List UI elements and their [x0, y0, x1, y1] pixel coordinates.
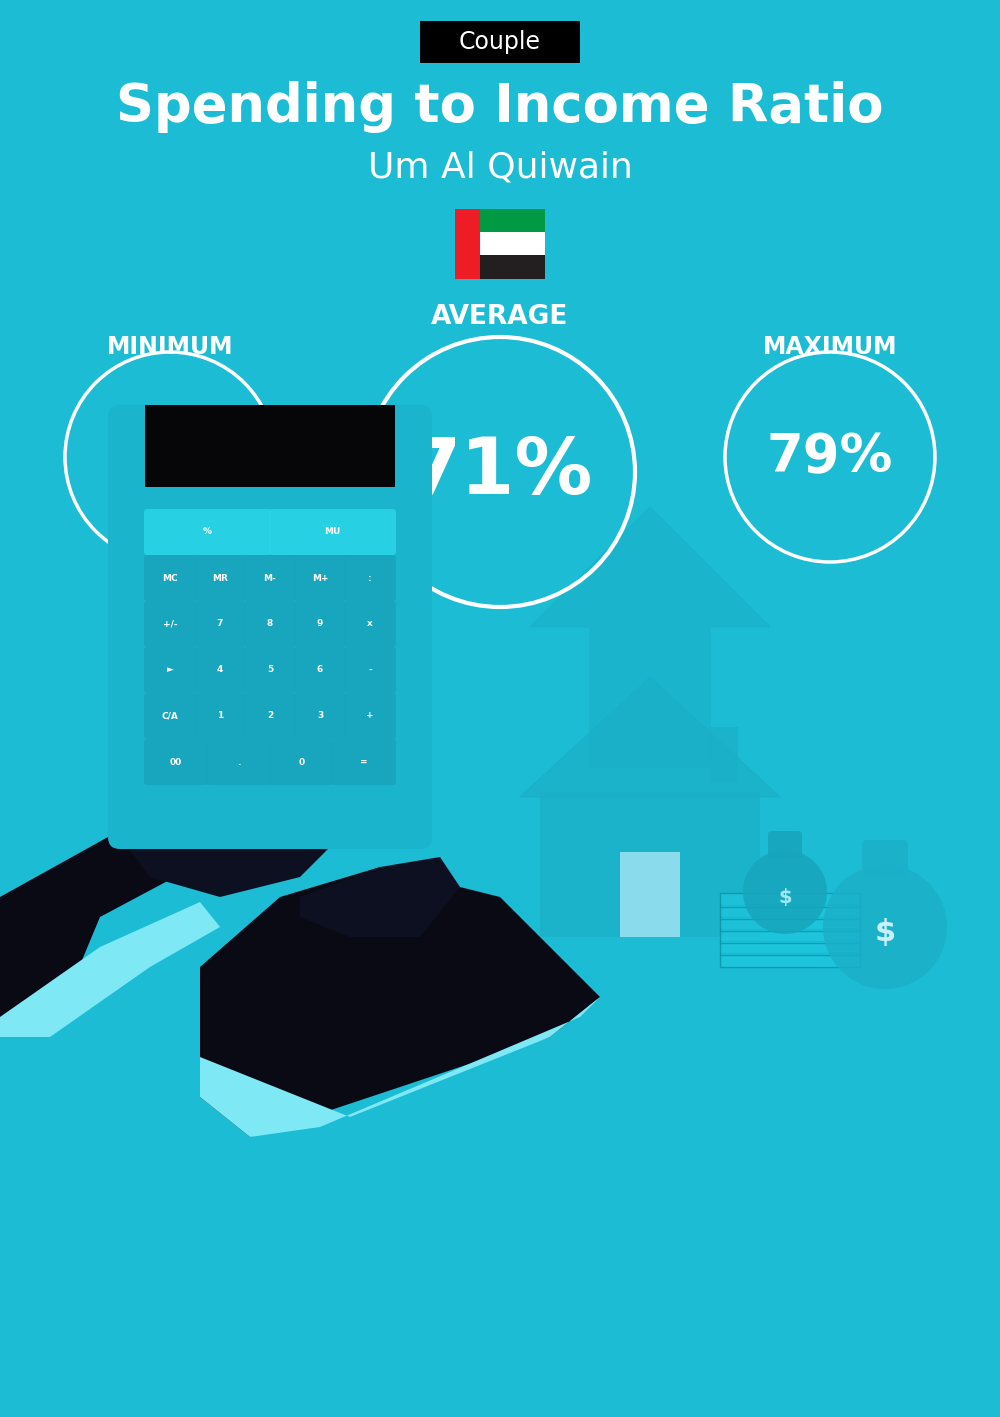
Text: AVERAGE: AVERAGE	[431, 305, 569, 330]
FancyBboxPatch shape	[108, 405, 432, 849]
FancyBboxPatch shape	[344, 693, 396, 740]
Text: %: %	[203, 527, 212, 537]
FancyBboxPatch shape	[455, 255, 545, 279]
Text: M-: M-	[264, 574, 276, 582]
FancyBboxPatch shape	[194, 648, 246, 693]
FancyBboxPatch shape	[768, 830, 802, 859]
FancyBboxPatch shape	[720, 930, 860, 942]
FancyBboxPatch shape	[194, 555, 246, 601]
Polygon shape	[300, 857, 460, 937]
FancyBboxPatch shape	[332, 740, 396, 785]
Text: 9: 9	[317, 619, 323, 629]
Text: MC: MC	[162, 574, 178, 582]
Text: ►: ►	[167, 666, 173, 674]
Text: M+: M+	[312, 574, 328, 582]
FancyBboxPatch shape	[540, 792, 760, 937]
FancyBboxPatch shape	[344, 601, 396, 648]
Polygon shape	[520, 677, 780, 796]
Text: 8: 8	[267, 619, 273, 629]
Text: Spending to Income Ratio: Spending to Income Ratio	[116, 81, 884, 133]
FancyBboxPatch shape	[720, 941, 860, 955]
Text: +/-: +/-	[163, 619, 177, 629]
FancyBboxPatch shape	[244, 693, 296, 740]
FancyBboxPatch shape	[344, 555, 396, 601]
FancyBboxPatch shape	[144, 693, 196, 740]
Text: .: .	[237, 758, 240, 767]
Polygon shape	[530, 507, 770, 767]
FancyBboxPatch shape	[720, 905, 860, 920]
FancyBboxPatch shape	[145, 405, 395, 487]
FancyBboxPatch shape	[244, 601, 296, 648]
Polygon shape	[0, 767, 320, 1037]
FancyBboxPatch shape	[455, 232, 545, 255]
Polygon shape	[0, 903, 220, 1037]
Text: MINIMUM: MINIMUM	[107, 334, 233, 359]
FancyBboxPatch shape	[862, 840, 908, 879]
FancyBboxPatch shape	[207, 740, 271, 785]
Text: 1: 1	[217, 711, 223, 720]
Polygon shape	[120, 767, 340, 897]
Polygon shape	[200, 867, 600, 1136]
Text: x: x	[367, 619, 373, 629]
FancyBboxPatch shape	[144, 648, 196, 693]
FancyBboxPatch shape	[269, 509, 396, 555]
Text: $: $	[778, 887, 792, 907]
Text: MR: MR	[212, 574, 228, 582]
Text: 0: 0	[298, 758, 304, 767]
FancyBboxPatch shape	[144, 740, 208, 785]
FancyBboxPatch shape	[344, 648, 396, 693]
Text: 4: 4	[217, 666, 223, 674]
FancyBboxPatch shape	[144, 601, 196, 648]
FancyBboxPatch shape	[720, 893, 860, 907]
Text: 3: 3	[317, 711, 323, 720]
Text: -: -	[368, 666, 372, 674]
Text: =: =	[360, 758, 368, 767]
FancyBboxPatch shape	[294, 555, 346, 601]
Text: C/A: C/A	[162, 711, 178, 720]
FancyBboxPatch shape	[294, 693, 346, 740]
FancyBboxPatch shape	[244, 555, 296, 601]
FancyBboxPatch shape	[420, 21, 580, 62]
Text: 71%: 71%	[407, 434, 593, 510]
FancyBboxPatch shape	[710, 727, 738, 782]
Text: 6: 6	[317, 666, 323, 674]
FancyBboxPatch shape	[144, 509, 271, 555]
Text: 7: 7	[217, 619, 223, 629]
Text: Um Al Quiwain: Um Al Quiwain	[368, 150, 632, 184]
Text: +: +	[366, 711, 374, 720]
Text: MU: MU	[324, 527, 341, 537]
Text: 64%: 64%	[107, 431, 233, 483]
Text: MAXIMUM: MAXIMUM	[763, 334, 897, 359]
Text: :: :	[368, 574, 372, 582]
FancyBboxPatch shape	[294, 648, 346, 693]
FancyBboxPatch shape	[455, 208, 480, 279]
Circle shape	[743, 850, 827, 934]
FancyBboxPatch shape	[194, 693, 246, 740]
FancyBboxPatch shape	[294, 601, 346, 648]
Text: $: $	[874, 917, 896, 947]
FancyBboxPatch shape	[720, 954, 860, 966]
FancyBboxPatch shape	[269, 740, 334, 785]
Text: Couple: Couple	[459, 30, 541, 54]
Polygon shape	[200, 998, 600, 1136]
FancyBboxPatch shape	[194, 601, 246, 648]
Text: 79%: 79%	[767, 431, 893, 483]
FancyBboxPatch shape	[244, 648, 296, 693]
FancyBboxPatch shape	[720, 917, 860, 931]
Text: 5: 5	[267, 666, 273, 674]
Circle shape	[823, 864, 947, 989]
Text: 2: 2	[267, 711, 273, 720]
FancyBboxPatch shape	[620, 852, 680, 937]
FancyBboxPatch shape	[455, 208, 545, 232]
Polygon shape	[260, 527, 430, 697]
FancyBboxPatch shape	[144, 555, 196, 601]
Text: 00: 00	[170, 758, 182, 767]
